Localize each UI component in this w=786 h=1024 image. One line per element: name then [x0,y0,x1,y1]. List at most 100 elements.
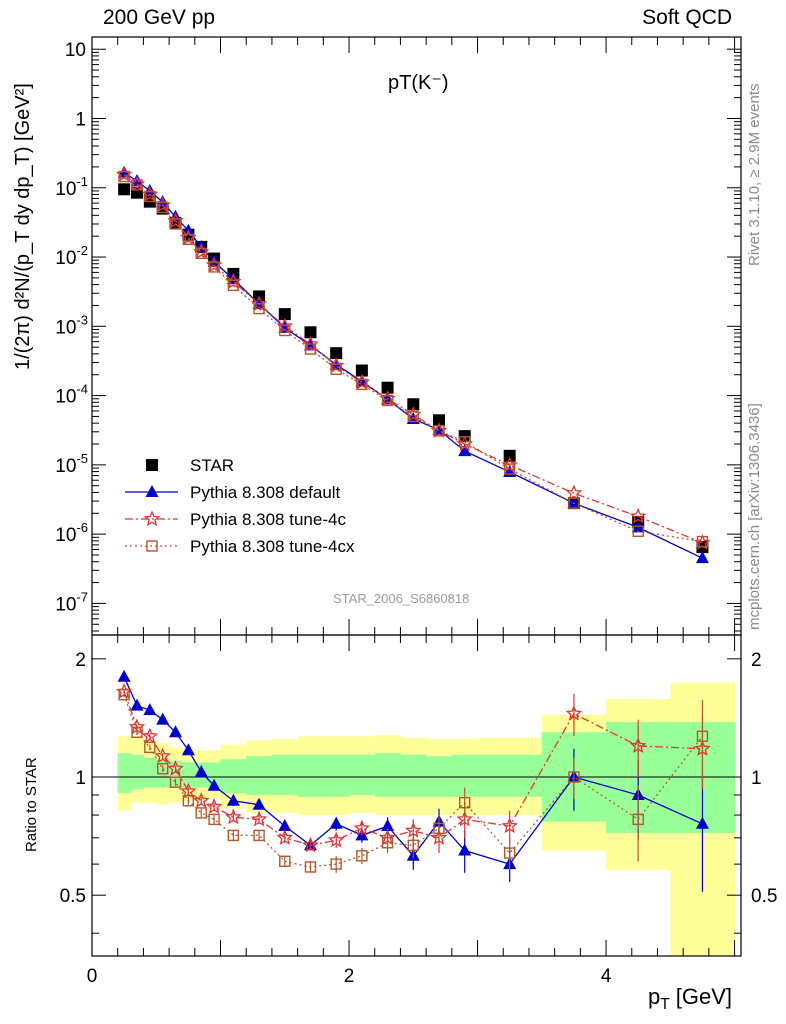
data-point [227,829,240,842]
series-line [123,172,703,559]
data-point [565,484,583,501]
data-point [568,497,580,509]
data-point [146,540,158,552]
lower-y-tick-label-right: 1 [751,768,762,789]
upper-y-tick-label: 10-3 [55,312,88,338]
data-point [182,795,195,807]
data-point [156,201,169,214]
upper-y-tick-label: 1 [75,109,86,130]
data-point [226,272,240,285]
lower-y-tick-label-right: 2 [751,650,762,671]
legend-entry: Pythia 8.308 tune-4cx [125,537,355,556]
data-point [207,778,221,791]
data-point [695,551,709,564]
data-point [156,712,170,725]
data-point [181,743,195,756]
data-point [131,179,143,191]
upper-y-tick-label: 10-1 [55,174,88,200]
data-point [304,326,317,339]
data-point [253,302,265,315]
green-band-bin [400,754,427,797]
data-point [194,764,208,777]
x-axis-title-sub: T [660,996,670,1013]
green-band-bin [220,759,247,794]
data-point [250,295,268,311]
series-pythia-8-308-tune-4cx [118,170,709,548]
legend-label: Pythia 8.308 default [190,483,341,502]
legend-entry: STAR [146,456,234,475]
data-point [568,771,580,783]
data-point [432,414,445,427]
upper-y-tick-label: 10-4 [55,382,88,408]
legend: STAR Pythia 8.308 default Pythia 8.308 tun… [125,456,355,556]
lower-y-tick-label: 1 [75,768,86,789]
data-point [629,737,647,753]
data-point [253,829,265,842]
green-band-bin [297,754,324,797]
green-band-bin [374,753,401,797]
series-pythia-8-308-default [117,165,709,564]
data-point [304,343,317,355]
legend-entry: Pythia 8.308 default [125,483,341,502]
data-point [182,233,195,246]
data-point [458,797,471,809]
ratio-series-pythia-8-308-tune-4cx [118,689,709,873]
green-band-bin [130,754,144,790]
data-point [118,183,131,196]
data-point [458,843,472,856]
data-series [115,165,711,892]
data-point [144,190,156,203]
data-point [327,356,345,373]
data-point [456,810,474,827]
data-point [632,813,644,826]
data-point [208,813,220,826]
data-point [433,822,445,835]
data-point [143,510,161,527]
data-point [503,463,516,475]
green-band-bin [207,762,222,788]
data-point [279,855,291,867]
data-point [195,247,207,260]
plot-frames [91,36,742,957]
lower-y-tick-label: 0.5 [60,886,86,907]
data-point [276,317,293,334]
x-tick-label: 0 [87,966,98,987]
data-point [696,535,709,548]
data-point [207,254,221,267]
data-point [355,364,368,377]
data-point [130,698,144,711]
x-axis-title-main: p [648,984,661,1009]
data-point [696,730,709,742]
data-point [330,363,342,375]
data-point [632,525,644,537]
data-point [330,858,342,870]
legend-entry: Pythia 8.308 tune-4c [125,510,346,529]
upper-y-tick-label: 10-5 [55,451,88,477]
header-right: Soft QCD [642,6,732,29]
data-point [458,436,471,448]
data-point [407,410,419,423]
data-point [501,456,518,473]
data-point [356,378,368,391]
series-line [123,176,703,543]
rivet-version-label: Rivet 3.1.10, ≥ 2.9M events [746,83,763,267]
data-point [276,829,293,845]
data-point [225,272,242,289]
lower-y-tick-label-right: 0.5 [751,886,777,907]
data-point [143,183,157,196]
data-point [381,819,395,832]
data-point [141,727,159,744]
data-point [250,810,268,827]
lower-panel-frame [91,634,742,957]
green-band-bin [143,757,157,788]
data-point [356,850,368,862]
data-point [381,381,394,394]
x-tick-label: 2 [344,966,355,987]
data-point [205,797,223,814]
upper-y-tick-label: 10-2 [55,243,88,269]
upper-y-axis-title: 1/(2π) d²N/(p_T dy dp_T) [GeV²] [12,83,35,370]
data-point [407,839,419,851]
analysis-watermark: STAR_2006_S6860818 [333,591,470,606]
header-left: 200 GeV pp [103,6,216,29]
